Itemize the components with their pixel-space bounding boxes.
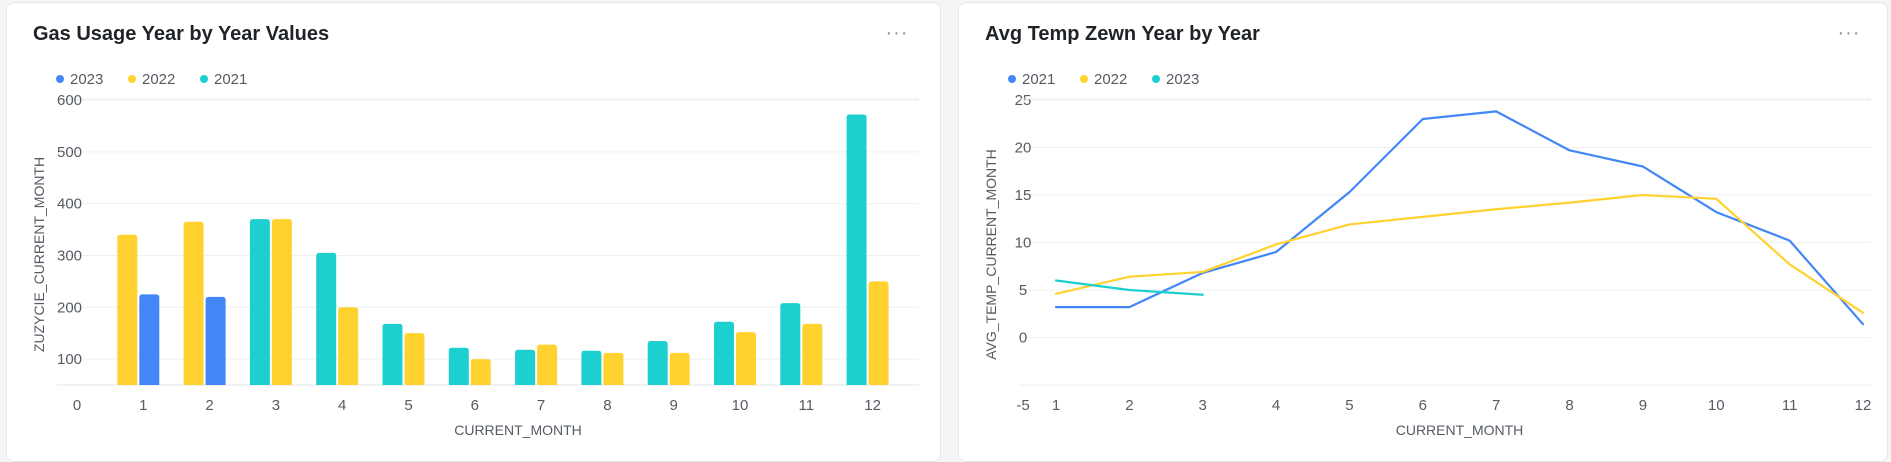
x-axis-title: CURRENT_MONTH — [454, 422, 582, 438]
x-tick-label: 4 — [1272, 397, 1280, 414]
x-tick-label: 12 — [1855, 397, 1872, 414]
legend-label: 2021 — [214, 71, 247, 88]
bar-2021 — [316, 252, 337, 385]
x-tick-label: 10 — [1708, 397, 1725, 414]
x-tick-label: 7 — [1492, 397, 1500, 414]
legend-label: 2022 — [142, 71, 175, 88]
x-tick-label: 3 — [272, 397, 280, 414]
x-tick-label: 12 — [864, 397, 881, 414]
y-tick-label: 600 — [57, 92, 82, 109]
x-tick-label: 2 — [205, 397, 213, 414]
y-tick-label: -5 — [1016, 397, 1029, 414]
bar-2021 — [647, 340, 668, 385]
y-tick-label: 400 — [57, 196, 82, 213]
avg-temp-title: Avg Temp Zewn Year by Year — [985, 23, 1260, 45]
bar-2022 — [271, 219, 292, 385]
bar-2022 — [603, 352, 624, 385]
legend-marker — [1008, 75, 1016, 83]
bar-2021 — [846, 114, 867, 385]
x-tick-label: 6 — [1419, 397, 1427, 414]
bar-2022 — [735, 332, 756, 385]
x-tick-label: 2 — [1125, 397, 1133, 414]
y-axis-title: ZUZYCIE_CURRENT_MONTH — [31, 157, 47, 352]
x-tick-label: 8 — [603, 397, 611, 414]
y-tick-label: 100 — [57, 351, 82, 368]
y-tick-label: 500 — [57, 144, 82, 161]
bar-2022 — [404, 333, 425, 385]
bar-2021 — [448, 347, 469, 385]
legend-marker — [56, 75, 64, 83]
x-tick-label: 7 — [537, 397, 545, 414]
bar-2022 — [338, 307, 359, 385]
bar-2022 — [117, 234, 138, 385]
x-tick-label: 0 — [73, 397, 81, 414]
legend-marker — [1080, 75, 1088, 83]
bar-2022 — [537, 344, 558, 385]
legend-marker — [200, 75, 208, 83]
y-tick-label: 5 — [1019, 282, 1027, 299]
y-tick-label: 10 — [1015, 235, 1032, 252]
bar-2023 — [205, 296, 226, 385]
legend-label: 2021 — [1022, 71, 1055, 88]
y-tick-label: 300 — [57, 247, 82, 264]
x-tick-label: 1 — [1052, 397, 1060, 414]
legend-label: 2023 — [1166, 71, 1199, 88]
x-tick-label: 8 — [1565, 397, 1573, 414]
x-tick-label: 9 — [1639, 397, 1647, 414]
bar-2021 — [249, 219, 270, 385]
x-tick-label: 11 — [799, 397, 815, 414]
bar-2022 — [669, 352, 690, 385]
legend-marker — [1152, 75, 1160, 83]
bar-2022 — [183, 221, 204, 385]
bar-2022 — [868, 281, 889, 385]
series-line-2022 — [1054, 193, 1865, 314]
y-tick-label: 25 — [1015, 92, 1032, 109]
x-tick-label: 1 — [139, 397, 147, 414]
x-tick-label: 10 — [732, 397, 749, 414]
bar-2022 — [802, 323, 823, 385]
avg-temp-card: Avg Temp Zewn Year by Year ··· 2021 2022 2… — [958, 2, 1888, 462]
bar-2021 — [581, 350, 602, 385]
more-options-icon[interactable]: ··· — [885, 21, 909, 44]
more-options-icon[interactable]: ··· — [1837, 21, 1861, 44]
x-tick-label: 4 — [338, 397, 346, 414]
x-tick-label: 5 — [404, 397, 412, 414]
bar-2021 — [780, 303, 801, 385]
gas-usage-title: Gas Usage Year by Year Values — [33, 23, 330, 45]
legend-marker — [128, 75, 136, 83]
x-tick-label: 5 — [1345, 397, 1353, 414]
y-tick-label: 15 — [1015, 187, 1032, 204]
x-axis-title: CURRENT_MONTH — [1396, 422, 1524, 438]
x-tick-label: 6 — [471, 397, 479, 414]
x-tick-label: 11 — [1782, 397, 1798, 414]
x-tick-label: 3 — [1199, 397, 1207, 414]
series-line-2021 — [1054, 110, 1865, 326]
bar-2022 — [470, 359, 491, 385]
bar-2021 — [713, 321, 734, 385]
gas-usage-card: Gas Usage Year by Year Values ··· 2023 20… — [6, 2, 941, 462]
bar-2021 — [515, 349, 536, 385]
legend-label: 2022 — [1094, 71, 1127, 88]
bar-2021 — [382, 323, 403, 385]
y-tick-label: 20 — [1015, 140, 1032, 157]
y-tick-label: 200 — [57, 299, 82, 316]
y-tick-label: 0 — [1019, 330, 1027, 347]
x-tick-label: 9 — [670, 397, 678, 414]
series-line-2023 — [1054, 279, 1204, 296]
y-axis-title: AVG_TEMP_CURRENT_MONTH — [983, 149, 999, 360]
bar-2023 — [139, 294, 160, 385]
legend-label: 2023 — [70, 71, 103, 88]
